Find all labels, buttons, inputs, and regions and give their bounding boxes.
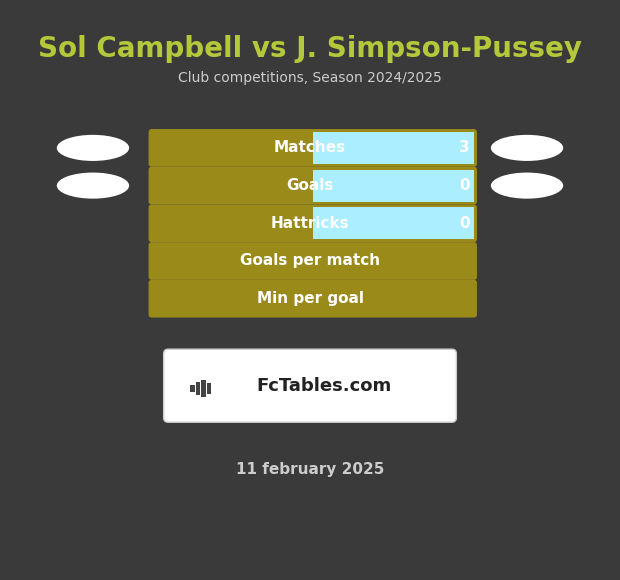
- FancyBboxPatch shape: [149, 280, 477, 318]
- Bar: [312, 207, 474, 239]
- Bar: [207, 383, 211, 394]
- Bar: [312, 132, 474, 164]
- Text: Goals: Goals: [286, 178, 334, 193]
- Text: Min per goal: Min per goal: [257, 291, 363, 306]
- Bar: [312, 169, 474, 201]
- Bar: [196, 382, 200, 395]
- Text: 11 february 2025: 11 february 2025: [236, 462, 384, 477]
- Bar: [202, 380, 206, 397]
- FancyBboxPatch shape: [149, 129, 477, 167]
- Text: 3: 3: [459, 140, 469, 155]
- FancyBboxPatch shape: [149, 242, 477, 280]
- FancyBboxPatch shape: [149, 205, 477, 242]
- Bar: [190, 385, 195, 392]
- FancyBboxPatch shape: [164, 349, 456, 422]
- Text: Goals per match: Goals per match: [240, 253, 380, 269]
- Ellipse shape: [57, 135, 129, 161]
- Text: FcTables.com: FcTables.com: [257, 376, 392, 395]
- Text: Sol Campbell vs J. Simpson-Pussey: Sol Campbell vs J. Simpson-Pussey: [38, 35, 582, 63]
- FancyBboxPatch shape: [149, 166, 477, 204]
- Text: Hattricks: Hattricks: [271, 216, 349, 231]
- Text: 0: 0: [459, 178, 469, 193]
- Ellipse shape: [491, 173, 563, 198]
- Text: Club competitions, Season 2024/2025: Club competitions, Season 2024/2025: [178, 71, 442, 85]
- Text: Matches: Matches: [274, 140, 346, 155]
- Ellipse shape: [491, 135, 563, 161]
- Ellipse shape: [57, 173, 129, 198]
- Text: 0: 0: [459, 216, 469, 231]
